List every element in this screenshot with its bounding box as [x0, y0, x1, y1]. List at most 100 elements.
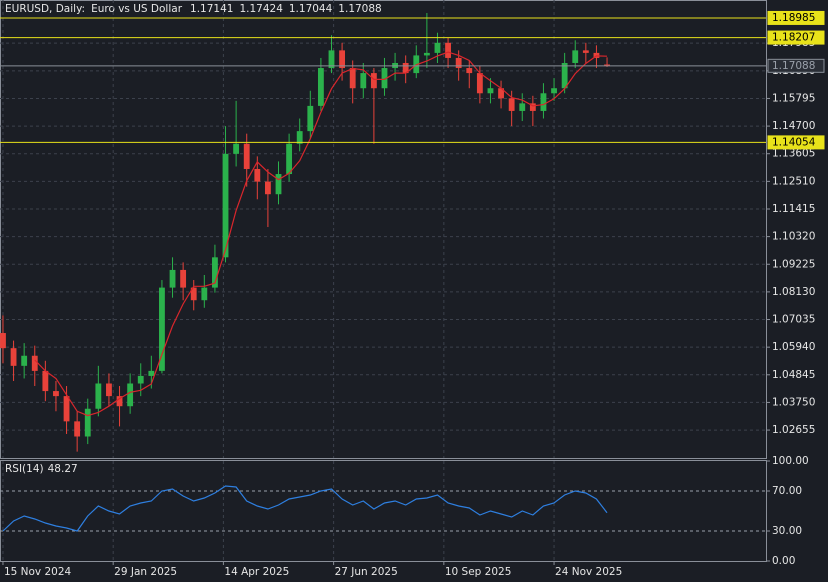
candle-body — [212, 257, 218, 288]
y-tick-label: 1.07035 — [772, 314, 815, 326]
candle-body — [296, 131, 303, 144]
price-level-label: 1.17088 — [772, 60, 815, 72]
candle-body — [286, 143, 293, 175]
candle-body — [243, 143, 250, 169]
x-tick-label: 14 Apr 2025 — [224, 566, 289, 578]
candle-body — [63, 396, 70, 422]
rsi-tick-label: 30.00 — [772, 525, 802, 537]
price-level-box — [767, 10, 825, 25]
candle-body — [137, 375, 144, 384]
candle-body — [201, 287, 208, 301]
price-level-label: 1.14054 — [772, 136, 816, 148]
candle-body — [264, 181, 271, 195]
price-level-label: 1.18207 — [772, 32, 815, 44]
y-tick-label: 1.02655 — [772, 424, 815, 436]
price-level-box — [767, 58, 825, 73]
candle-body — [370, 73, 377, 89]
candle-body — [222, 153, 229, 258]
candle-body — [148, 370, 155, 376]
y-tick-label: 1.09225 — [772, 258, 815, 270]
candle-body — [233, 143, 240, 154]
rsi-tick-label: 70.00 — [772, 485, 802, 497]
candle-body — [487, 88, 494, 94]
x-tick-label: 15 Nov 2024 — [4, 566, 72, 578]
candle-body — [95, 383, 102, 409]
price-level-box — [767, 135, 825, 150]
candle-body — [434, 42, 441, 53]
candle-body — [116, 396, 123, 407]
candle-body — [254, 168, 261, 182]
candle-body — [0, 333, 6, 349]
candle-body — [498, 88, 504, 99]
y-tick-label: 1.04845 — [772, 369, 815, 381]
rsi-panel — [0, 460, 767, 562]
candle-body — [317, 68, 324, 106]
y-tick-label: 1.12510 — [772, 175, 815, 187]
low-price: 1.17044 — [289, 3, 333, 15]
symbol: EURUSD, Daily: — [5, 3, 85, 15]
candle-body — [349, 68, 356, 89]
y-tick-label: 1.14700 — [772, 120, 815, 132]
candle-body — [53, 391, 59, 397]
candle-body — [360, 73, 367, 89]
candle-body — [402, 62, 409, 74]
y-tick-label: 1.03750 — [772, 396, 815, 408]
price-level-label: 1.18985 — [772, 12, 815, 24]
header: EURUSD, Daily: Euro vs US Dollar 1.17141 1.… — [5, 3, 382, 15]
rsi-label: RSI(14) — [5, 463, 44, 475]
candle-body — [106, 383, 112, 397]
candle-body — [10, 348, 17, 366]
candle-body — [307, 105, 314, 132]
candle-body — [190, 287, 197, 301]
x-tick-label: 29 Jan 2025 — [114, 566, 177, 578]
candle-body — [445, 42, 451, 58]
candle-body — [508, 98, 515, 111]
candle-body — [551, 88, 557, 94]
candle-body — [275, 174, 282, 195]
candle-body — [540, 93, 547, 111]
price-panel — [0, 0, 767, 459]
candle-body — [561, 62, 568, 89]
rsi-tick-label: 100.00 — [772, 455, 809, 467]
open-price: 1.17141 — [190, 3, 233, 15]
y-tick-label: 1.08130 — [772, 286, 815, 298]
price-level-box — [767, 30, 825, 45]
candle-body — [466, 68, 473, 74]
candle-body — [339, 50, 346, 69]
candle-body — [169, 269, 176, 288]
close-price: 1.17088 — [338, 3, 381, 15]
candle-body — [604, 64, 610, 66]
candle-body — [572, 50, 579, 63]
x-tick-label: 24 Nov 2025 — [555, 566, 622, 578]
rsi-line — [2, 485, 608, 532]
candle-body — [455, 57, 462, 69]
candle-body — [423, 52, 430, 56]
candle-body — [519, 103, 526, 111]
moving-average — [34, 51, 608, 417]
rsi-value: 48.27 — [48, 463, 78, 475]
candle-body — [21, 355, 28, 366]
rsi-header: RSI(14) 48.27 — [5, 463, 78, 475]
y-tick-label: 1.15795 — [772, 92, 815, 104]
candle-body — [127, 383, 134, 407]
candle-body — [180, 269, 187, 288]
candle-body — [74, 421, 81, 437]
candle-body — [84, 408, 91, 437]
candle-body — [381, 68, 388, 89]
candle-body — [529, 103, 536, 111]
candle-body — [476, 73, 483, 94]
x-tick-label: 10 Sep 2025 — [445, 566, 512, 578]
candle-body — [31, 355, 38, 371]
candle-body — [159, 287, 165, 371]
description: Euro vs US Dollar — [91, 3, 183, 15]
candle-body — [42, 370, 49, 392]
candle-body — [328, 50, 335, 69]
candle-body — [582, 50, 589, 53]
y-tick-label: 1.13605 — [772, 148, 815, 160]
y-tick-label: 1.11415 — [772, 203, 815, 215]
y-tick-label: 1.05940 — [772, 341, 815, 353]
rsi-tick-label: 0.00 — [772, 555, 795, 567]
high-price: 1.17424 — [239, 3, 283, 15]
